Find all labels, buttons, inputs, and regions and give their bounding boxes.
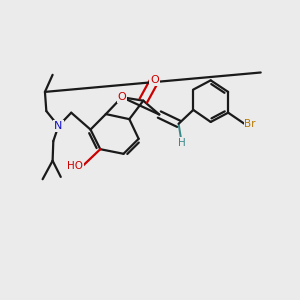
- Text: N: N: [54, 121, 63, 131]
- Text: O: O: [118, 92, 126, 102]
- Text: HO: HO: [67, 161, 83, 171]
- Text: H: H: [178, 138, 185, 148]
- Text: Br: Br: [244, 119, 256, 129]
- Text: O: O: [150, 75, 159, 85]
